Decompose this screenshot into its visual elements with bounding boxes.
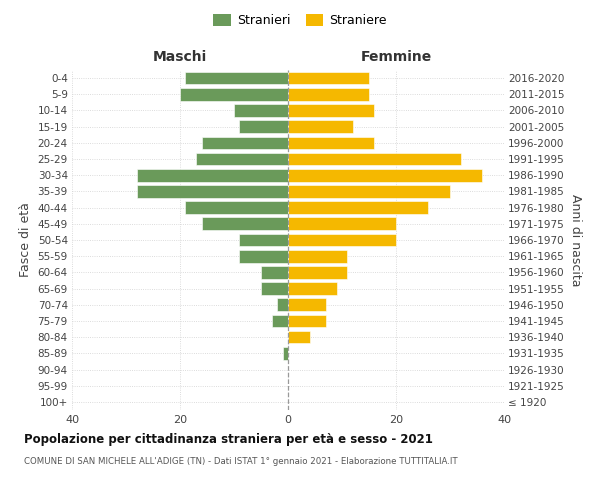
Bar — [202, 136, 288, 149]
Bar — [288, 266, 347, 278]
Bar — [283, 347, 288, 360]
Bar — [288, 169, 482, 181]
Bar — [288, 152, 461, 166]
Bar — [234, 104, 288, 117]
Bar — [288, 72, 369, 85]
Bar — [185, 72, 288, 85]
Bar — [277, 298, 288, 311]
Text: Popolazione per cittadinanza straniera per età e sesso - 2021: Popolazione per cittadinanza straniera p… — [24, 432, 433, 446]
Bar — [196, 152, 288, 166]
Bar — [288, 88, 369, 101]
Bar — [288, 185, 450, 198]
Bar — [288, 120, 353, 133]
Bar — [137, 169, 288, 181]
Bar — [288, 298, 326, 311]
Y-axis label: Anni di nascita: Anni di nascita — [569, 194, 581, 286]
Bar — [261, 266, 288, 278]
Bar — [239, 234, 288, 246]
Bar — [288, 331, 310, 344]
Bar — [239, 250, 288, 262]
Bar — [288, 314, 326, 328]
Bar — [288, 218, 396, 230]
Bar — [288, 104, 374, 117]
Text: Maschi: Maschi — [153, 50, 207, 64]
Bar — [288, 282, 337, 295]
Y-axis label: Fasce di età: Fasce di età — [19, 202, 32, 278]
Bar — [202, 218, 288, 230]
Bar — [239, 120, 288, 133]
Bar — [288, 234, 396, 246]
Bar — [288, 136, 374, 149]
Bar — [272, 314, 288, 328]
Bar — [137, 185, 288, 198]
Bar — [288, 202, 428, 214]
Bar — [180, 88, 288, 101]
Bar — [185, 202, 288, 214]
Legend: Stranieri, Straniere: Stranieri, Straniere — [211, 11, 389, 30]
Text: COMUNE DI SAN MICHELE ALL'ADIGE (TN) - Dati ISTAT 1° gennaio 2021 - Elaborazione: COMUNE DI SAN MICHELE ALL'ADIGE (TN) - D… — [24, 457, 458, 466]
Text: Femmine: Femmine — [361, 50, 431, 64]
Bar — [261, 282, 288, 295]
Bar — [288, 250, 347, 262]
